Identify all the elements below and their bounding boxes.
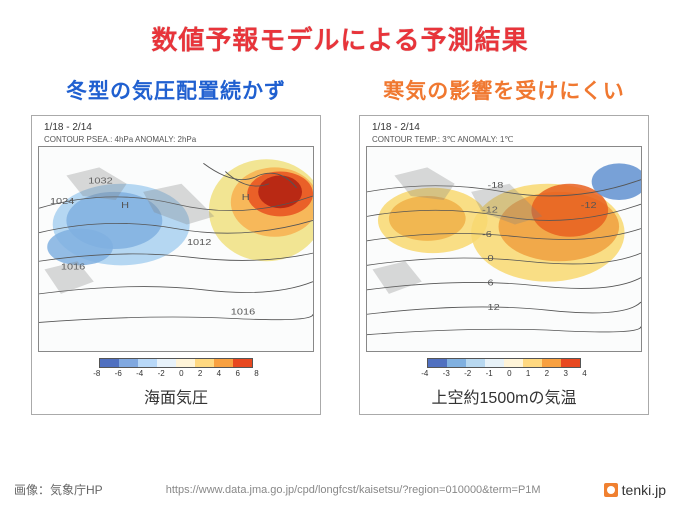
logo: tenki.jp [604,482,666,498]
right-panel: 寒気の影響を受けにくい 1/18 - 2/14 CONTOUR TEMP.: 3… [348,75,660,415]
left-map-header: 1/18 - 2/14 [38,122,314,135]
svg-text:1024: 1024 [50,197,75,206]
left-panel-title: 冬型の気圧配置続かず [66,75,286,105]
left-panel: 冬型の気圧配置続かず 1/18 - 2/14 CONTOUR PSEA.: 4h… [20,75,332,415]
right-map: -18 -12 -6 0 6 12 -12 [366,146,642,352]
left-colorbar [99,358,254,368]
left-map-box: 1/18 - 2/14 CONTOUR PSEA.: 4hPa ANOMALY:… [31,115,321,415]
right-header-detail: CONTOUR TEMP.: 3℃ ANOMALY: 1℃ [366,135,642,146]
svg-text:0: 0 [488,254,494,263]
svg-text:H: H [121,201,129,210]
svg-text:-6: -6 [482,230,492,239]
main-title: 数値予報モデルによる予測結果 [0,0,680,65]
svg-text:1016: 1016 [231,308,255,317]
right-panel-title: 寒気の影響を受けにくい [383,75,625,105]
sun-icon [604,483,618,497]
left-date-range: 1/18 - 2/14 [44,122,92,133]
logo-text: tenki.jp [622,482,666,498]
svg-text:12: 12 [488,303,500,312]
svg-text:6: 6 [488,279,494,288]
right-map-box: 1/18 - 2/14 CONTOUR TEMP.: 3℃ ANOMALY: 1… [359,115,649,415]
right-colorbar [427,358,582,368]
svg-text:1012: 1012 [187,238,211,247]
panels-container: 冬型の気圧配置続かず 1/18 - 2/14 CONTOUR PSEA.: 4h… [0,65,680,415]
footer-credit: 画像：気象庁HP [14,481,103,498]
left-colorbar-labels: -8-6-4-202468 [93,369,259,378]
right-contours: -18 -12 -6 0 6 12 -12 [367,147,641,351]
left-map: 1024 1032 1016 1012 1016 H H [38,146,314,352]
svg-text:H: H [242,193,250,202]
left-contours: 1024 1032 1016 1012 1016 H H [39,147,313,351]
left-header-detail: CONTOUR PSEA.: 4hPa ANOMALY: 2hPa [38,135,314,146]
footer: 画像：気象庁HP https://www.data.jma.go.jp/cpd/… [0,481,680,498]
svg-text:-12: -12 [581,201,597,210]
right-date-range: 1/18 - 2/14 [372,122,420,133]
right-colorbar-labels: -4-3-2-101234 [421,369,587,378]
right-map-header: 1/18 - 2/14 [366,122,642,135]
right-sub-label: 上空約1500mの気温 [432,384,577,408]
left-sub-label: 海面気圧 [144,384,208,408]
footer-url: https://www.data.jma.go.jp/cpd/longfcst/… [103,484,604,496]
